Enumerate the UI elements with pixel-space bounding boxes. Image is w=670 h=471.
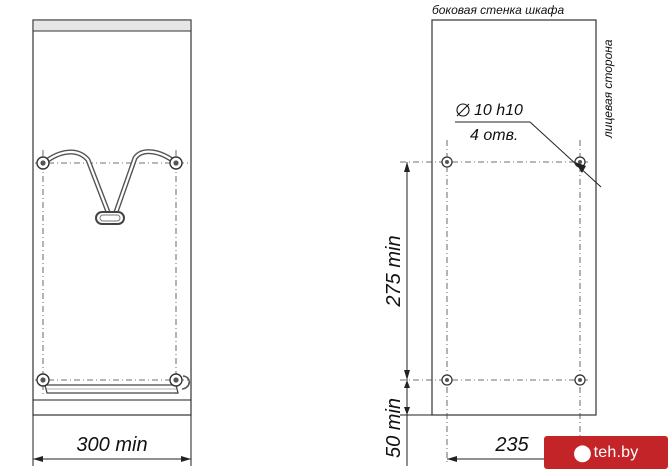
side-wall-view: боковая стенка шкафа лицевая сторона bbox=[383, 3, 646, 466]
front-side-label: лицевая сторона bbox=[601, 39, 615, 139]
diameter-icon bbox=[456, 103, 470, 117]
mount-hole-bottom-right bbox=[169, 373, 183, 387]
width-label: 300 min bbox=[76, 434, 147, 456]
vertical-spacing-dimension: 275 min bbox=[383, 162, 410, 380]
watermark-logo: ⬤ teh.by bbox=[544, 436, 668, 469]
side-hole-bottom-rear bbox=[441, 374, 453, 386]
hole-callout: 10 h10 4 отв. bbox=[455, 102, 602, 188]
hole-spec-label: 10 h10 bbox=[474, 102, 523, 119]
side-wall-label: боковая стенка шкафа bbox=[432, 3, 564, 17]
watermark-text: teh.by bbox=[593, 443, 639, 461]
side-wall-outline bbox=[431, 19, 597, 416]
mount-hole-bottom-left bbox=[36, 373, 50, 387]
side-hole-bottom-front bbox=[574, 374, 586, 386]
hole-count-label: 4 отв. bbox=[470, 127, 518, 144]
bottom-tray bbox=[44, 375, 191, 394]
cabinet-top-shelf bbox=[32, 19, 192, 32]
mount-hole-top-left bbox=[36, 156, 50, 170]
vertical-spacing-label: 275 min bbox=[383, 235, 405, 307]
bottom-offset-label: 50 min bbox=[383, 398, 405, 458]
mount-hole-top-right bbox=[169, 156, 183, 170]
side-hole-top-rear bbox=[441, 156, 453, 168]
cabinet-front-view: 300 min bbox=[32, 19, 192, 466]
horizontal-spacing-label: 235 bbox=[494, 434, 529, 456]
logo-mark-icon: ⬤ bbox=[573, 444, 592, 462]
bottom-offset-dimension: 50 min bbox=[383, 380, 410, 466]
width-dimension: 300 min bbox=[32, 415, 192, 466]
